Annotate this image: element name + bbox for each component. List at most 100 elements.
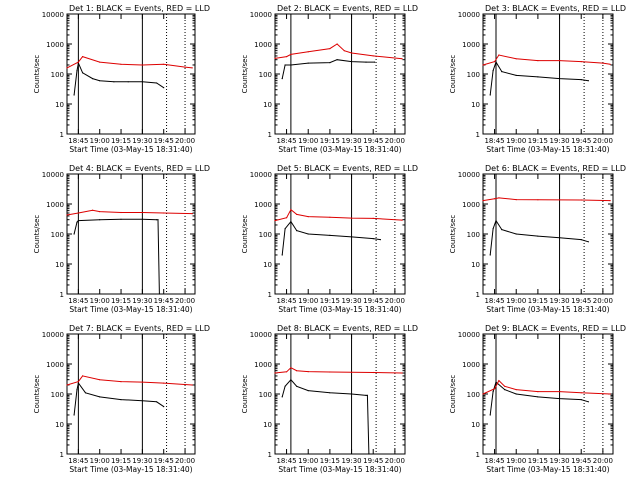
- lld-point: [274, 372, 276, 374]
- lld-point: [163, 382, 165, 384]
- y-axis-label: Counts/sec: [33, 215, 41, 254]
- lld-point: [559, 60, 561, 62]
- y-tick-label: 1000: [46, 41, 64, 49]
- events-point: [329, 62, 331, 64]
- y-tick-label: 10: [55, 101, 64, 109]
- chart-title: Det 7: BLACK = Events, RED = LLD: [69, 324, 210, 333]
- lld-point: [66, 384, 68, 386]
- x-tick-label: 19:30: [132, 457, 152, 465]
- events-point: [492, 70, 494, 72]
- x-axis-label: Start Time (03-May-15 18:31:40): [486, 305, 609, 314]
- events-point: [307, 233, 309, 235]
- y-tick-label: 100: [467, 231, 480, 239]
- events-point: [158, 293, 160, 295]
- y-tick-label: 10: [471, 421, 480, 429]
- events-point: [157, 219, 159, 221]
- y-tick-label: 10000: [42, 171, 64, 179]
- events-point: [495, 381, 497, 383]
- lld-point: [191, 67, 193, 69]
- lld-point: [120, 381, 122, 383]
- lld-point: [286, 217, 288, 219]
- events-point: [99, 396, 101, 398]
- lld-point: [99, 211, 101, 213]
- events-point: [290, 221, 292, 223]
- lld-point: [307, 51, 309, 53]
- lld-point: [559, 199, 561, 201]
- lld-point: [351, 217, 353, 219]
- chart-title: Det 6: BLACK = Events, RED = LLD: [485, 164, 626, 173]
- x-tick-label: 18:45: [276, 457, 296, 465]
- events-point: [120, 399, 122, 401]
- lld-point: [191, 384, 193, 386]
- y-tick-label: 1: [268, 291, 272, 299]
- events-point: [515, 233, 517, 235]
- x-tick-label: 20:00: [385, 297, 405, 305]
- y-tick-label: 100: [259, 71, 272, 79]
- lld-point: [609, 63, 611, 65]
- events-point: [351, 61, 353, 63]
- events-point: [120, 218, 122, 220]
- panel-det-9: Det 9: BLACK = Events, RED = LLD 1 10 100 10…: [449, 324, 626, 474]
- y-tick-label: 100: [259, 391, 272, 399]
- lld-point: [482, 200, 484, 202]
- lld-point: [66, 214, 68, 216]
- plot-frame: [482, 13, 614, 135]
- x-tick-label: 20:00: [175, 297, 195, 305]
- lld-point: [609, 200, 611, 202]
- y-tick-label: 1000: [462, 41, 480, 49]
- lld-point: [120, 211, 122, 214]
- events-point: [559, 398, 561, 400]
- y-tick-label: 1: [60, 451, 64, 459]
- lld-point: [82, 56, 84, 58]
- x-tick-label: 18:45: [484, 457, 504, 465]
- x-tick-label: 20:00: [593, 137, 613, 145]
- lld-point: [77, 61, 79, 63]
- events-point: [307, 62, 309, 64]
- lld-point: [77, 381, 79, 383]
- panel-det-2: Det 2: BLACK = Events, RED = LLD 1 10 100 10…: [241, 4, 418, 154]
- y-tick-label: 1000: [462, 201, 480, 209]
- y-tick-label: 1000: [254, 201, 272, 209]
- y-tick-label: 100: [51, 71, 64, 79]
- y-tick-label: 10: [263, 421, 272, 429]
- events-point: [156, 219, 158, 221]
- y-tick-label: 10000: [250, 11, 272, 19]
- panel-det-7: Det 7: BLACK = Events, RED = LLD 1 10 100 10…: [33, 324, 210, 474]
- y-tick-label: 1000: [462, 361, 480, 369]
- lld-point: [494, 61, 496, 63]
- events-point: [281, 396, 283, 398]
- lld-point: [286, 371, 288, 373]
- x-tick-label: 19:30: [341, 137, 361, 145]
- lld-point: [329, 216, 331, 218]
- lld-point: [163, 212, 165, 214]
- x-tick-label: 19:30: [132, 137, 152, 145]
- lld-point: [274, 220, 276, 222]
- events-point: [495, 220, 497, 222]
- lld-point: [515, 389, 517, 391]
- events-point: [351, 236, 353, 238]
- lld-series-line: [274, 43, 403, 60]
- x-tick-label: 19:30: [549, 137, 569, 145]
- events-point: [73, 233, 75, 235]
- y-tick-label: 100: [259, 231, 272, 239]
- lld-point: [580, 61, 582, 63]
- events-point: [587, 401, 590, 403]
- lld-point: [141, 211, 143, 214]
- events-point: [127, 81, 129, 83]
- lld-series-line: [66, 56, 193, 69]
- events-point: [296, 385, 298, 387]
- x-tick-label: 19:30: [341, 297, 361, 305]
- plot-frame: [274, 173, 406, 295]
- lld-point: [537, 391, 539, 393]
- x-tick-label: 20:00: [593, 457, 613, 465]
- y-axis-label: Counts/sec: [241, 55, 249, 94]
- events-series-line: [489, 219, 589, 256]
- x-tick-label: 19:00: [506, 137, 526, 145]
- events-point: [515, 74, 517, 76]
- events-point: [489, 254, 491, 256]
- x-tick-label: 19:00: [90, 457, 110, 465]
- events-point: [580, 239, 582, 241]
- events-point: [284, 228, 286, 230]
- x-tick-label: 19:15: [111, 457, 131, 465]
- y-tick-label: 10: [471, 261, 480, 269]
